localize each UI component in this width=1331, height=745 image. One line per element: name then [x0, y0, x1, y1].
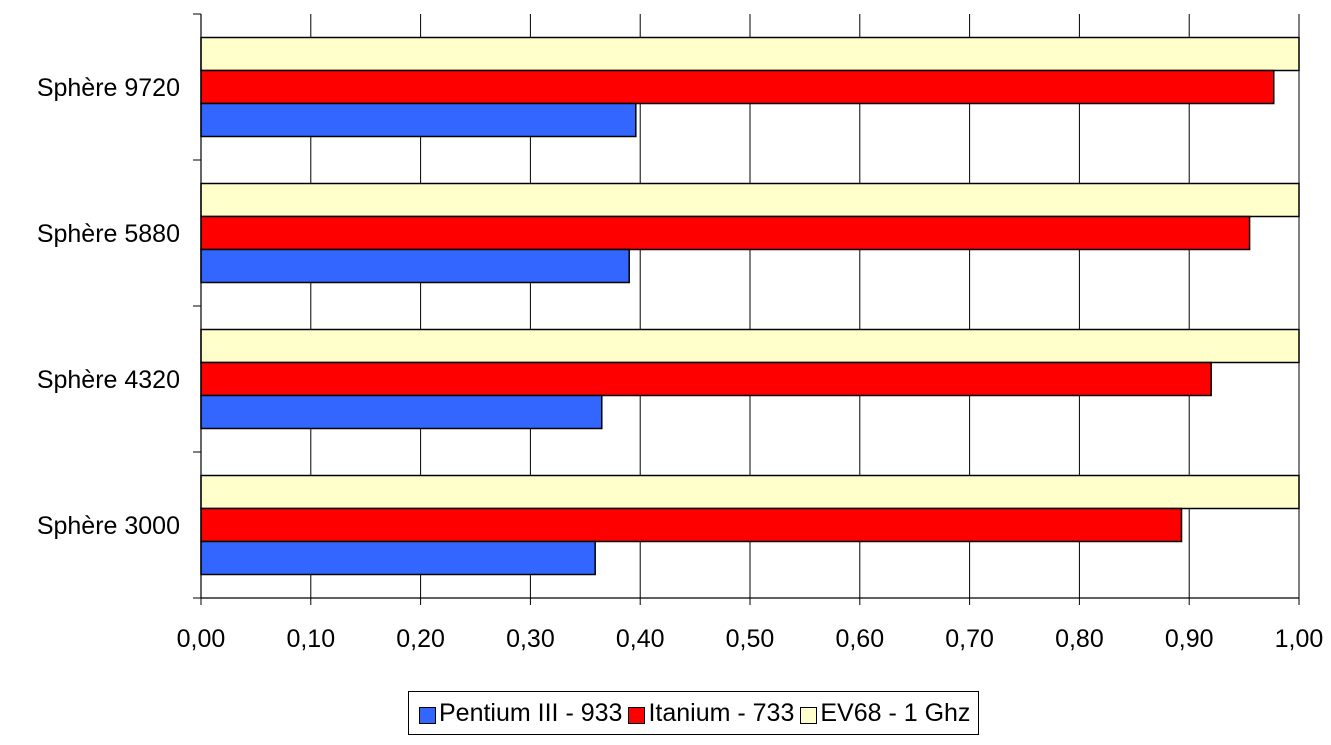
legend-swatch — [800, 706, 818, 724]
x-tick-label: 0,30 — [506, 625, 555, 653]
bar — [200, 248, 630, 284]
x-tick-label: 0,40 — [616, 625, 665, 653]
category-label: Sphère 9720 — [37, 74, 180, 102]
bar — [200, 361, 1212, 397]
x-tick-label: 0,60 — [835, 625, 884, 653]
legend-swatch — [419, 706, 436, 724]
x-tick-label: 0,00 — [177, 625, 226, 653]
bar — [200, 474, 1300, 510]
x-tick-label: 0,90 — [1165, 625, 1214, 653]
x-tick-label: 0,20 — [396, 625, 445, 653]
bar — [200, 102, 637, 138]
category-labels: Sphère 9720 Sphère 5880 Sphère 4320 Sphère … — [37, 74, 180, 540]
bar — [200, 182, 1300, 218]
x-tick-label: 0,50 — [726, 625, 775, 653]
bar — [200, 36, 1300, 72]
legend-item: Itanium - 733 — [628, 699, 794, 728]
bar — [200, 540, 596, 576]
bar — [200, 507, 1183, 543]
x-tick-label: 0,80 — [1055, 625, 1104, 653]
legend-label: EV68 - 1 Ghz — [820, 698, 971, 727]
bars — [200, 36, 1300, 576]
bar — [200, 215, 1251, 251]
x-tick-label: 0,70 — [945, 625, 994, 653]
axes — [193, 13, 1300, 605]
legend-item: EV68 - 1 Ghz — [800, 699, 970, 728]
x-tick-labels: 0,00 0,10 0,20 0,30 0,40 0,50 0,60 0,70 0,80 0,90… — [177, 625, 1324, 653]
bar — [200, 394, 603, 430]
legend-label: Itanium - 733 — [648, 698, 795, 727]
category-label: Sphère 3000 — [37, 512, 180, 540]
bar — [200, 328, 1300, 364]
legend-item: Pentium III - 933 — [419, 699, 622, 728]
x-tick-label: 1,00 — [1275, 625, 1324, 653]
legend-swatch — [628, 706, 646, 724]
category-label: Sphère 4320 — [37, 366, 180, 394]
category-label: Sphère 5880 — [37, 220, 180, 248]
x-tick-label: 0,10 — [286, 625, 335, 653]
bar — [200, 69, 1275, 105]
legend-label: Pentium III - 933 — [439, 698, 623, 727]
legend: Pentium III - 933 Itanium - 733 EV68 - 1 G… — [408, 691, 980, 735]
